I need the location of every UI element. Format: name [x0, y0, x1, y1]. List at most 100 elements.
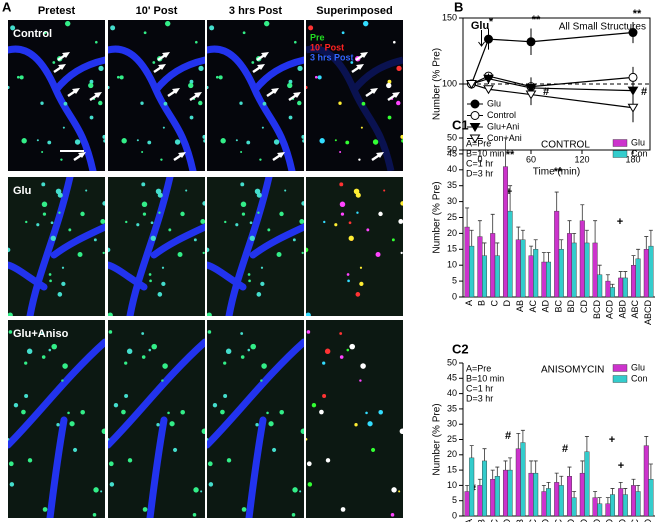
error-bar	[580, 460, 585, 474]
puncta	[301, 251, 304, 255]
arrowhead	[376, 152, 384, 158]
error-bar	[533, 460, 538, 474]
puncta	[162, 126, 165, 129]
puncta	[340, 507, 346, 512]
puncta	[240, 182, 245, 187]
bar	[554, 210, 560, 298]
puncta	[203, 139, 205, 143]
puncta	[239, 101, 243, 105]
error-bar	[593, 491, 598, 498]
puncta	[160, 158, 163, 161]
error-bar	[593, 220, 598, 243]
bar	[618, 488, 624, 517]
annotation: #	[505, 430, 511, 442]
puncta	[358, 158, 361, 161]
micrograph	[108, 177, 205, 316]
puncta	[218, 75, 223, 80]
puncta	[119, 75, 124, 80]
puncta	[322, 361, 326, 365]
legend-text: Glu	[487, 98, 501, 108]
puncta	[202, 251, 205, 255]
puncta	[284, 189, 287, 192]
bar	[520, 239, 526, 298]
puncta	[41, 151, 44, 154]
puncta	[257, 211, 260, 214]
key-text: D=3 hr	[466, 393, 493, 403]
puncta	[93, 487, 99, 493]
puncta	[163, 101, 168, 106]
puncta	[142, 507, 148, 512]
x-tick-label: A	[464, 300, 474, 306]
puncta	[147, 140, 152, 145]
puncta	[9, 482, 15, 487]
error-bar	[469, 445, 474, 458]
puncta	[141, 355, 146, 359]
arrowhead	[158, 64, 166, 70]
annotation: **	[532, 14, 541, 26]
puncta	[189, 79, 194, 84]
micrograph	[306, 177, 403, 316]
puncta	[141, 201, 148, 208]
error-bar	[465, 485, 470, 492]
puncta	[372, 139, 379, 145]
series-line	[471, 83, 634, 109]
puncta	[61, 379, 64, 382]
x-tick-label: B	[477, 300, 487, 306]
puncta	[250, 343, 257, 350]
x-tick-label: BD	[566, 300, 576, 313]
column-header: Pretest	[38, 5, 76, 17]
micrograph	[108, 320, 205, 518]
bar	[546, 261, 552, 298]
puncta	[223, 361, 227, 365]
puncta	[21, 409, 26, 415]
x-tick-label: D	[502, 519, 512, 522]
bar	[464, 226, 470, 298]
column-header: 10' Post	[136, 5, 178, 17]
puncta	[58, 211, 61, 214]
puncta	[60, 158, 63, 161]
y-axis-label: Number (% Pre)	[432, 48, 443, 120]
puncta	[356, 211, 359, 214]
bar	[630, 265, 637, 298]
puncta	[63, 101, 68, 106]
puncta	[241, 212, 246, 216]
error-bar	[567, 466, 572, 477]
puncta	[151, 343, 158, 350]
annotation: #	[562, 443, 568, 455]
puncta	[302, 139, 304, 143]
puncta	[108, 312, 113, 316]
dendrite	[108, 45, 205, 171]
bar	[622, 277, 628, 298]
puncta	[346, 348, 350, 352]
puncta	[64, 20, 71, 27]
error-bar	[584, 229, 589, 243]
bar	[528, 472, 534, 517]
dendrite	[108, 177, 205, 316]
puncta	[314, 75, 318, 79]
bar	[635, 258, 641, 298]
x-tick-label: 0	[477, 154, 482, 164]
puncta	[8, 247, 11, 253]
puncta	[164, 20, 171, 27]
bar	[533, 249, 539, 298]
puncta	[8, 85, 10, 90]
bar	[502, 469, 508, 517]
error-bar	[490, 213, 495, 234]
row-label: Glu	[13, 185, 31, 197]
puncta	[391, 487, 397, 493]
y-tick-label: 50	[447, 132, 457, 142]
puncta	[8, 437, 10, 441]
puncta	[346, 273, 350, 276]
puncta	[393, 40, 396, 44]
puncta	[193, 487, 199, 493]
puncta	[50, 235, 56, 241]
x-tick-label: 120	[574, 154, 589, 164]
micrograph	[207, 20, 304, 171]
puncta	[57, 292, 63, 297]
bar	[643, 445, 649, 517]
legend-text: Pre	[310, 32, 325, 42]
bar	[494, 476, 500, 517]
key-text: A=Pre	[466, 363, 491, 373]
x-tick-label: AC	[528, 300, 538, 313]
puncta	[92, 513, 97, 517]
